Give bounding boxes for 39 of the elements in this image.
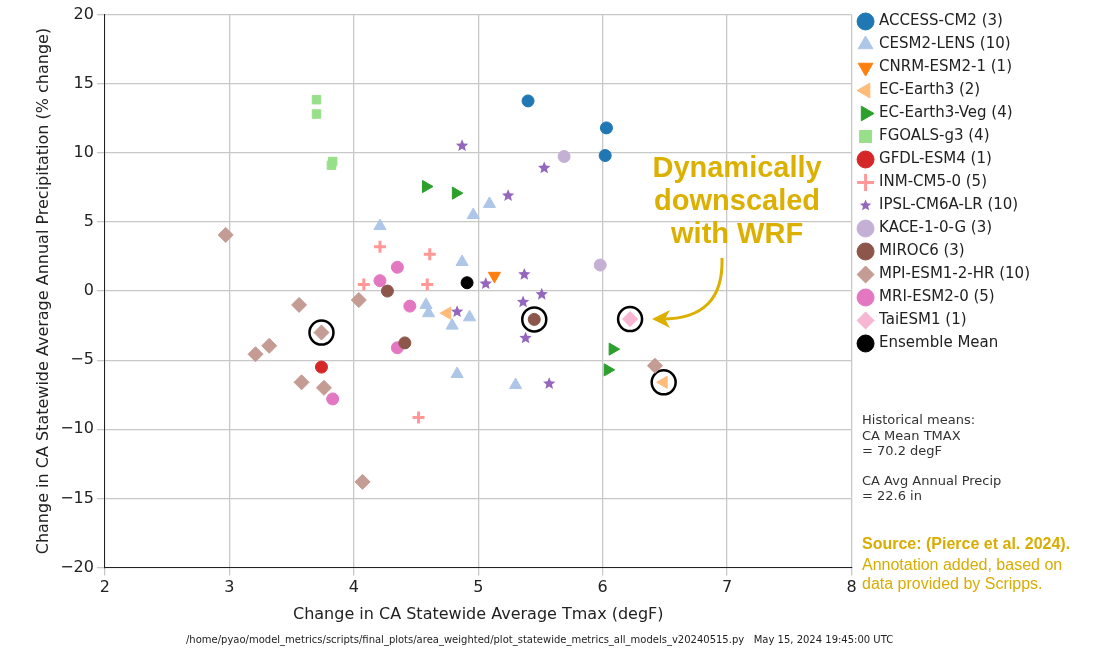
legend-label: ACCESS-CM2 (3) (879, 11, 1003, 30)
legend-label: EC-Earth3 (2) (879, 80, 981, 99)
source-note: Source: (Pierce et al. 2024). (862, 533, 1072, 554)
y-tick-label: 10 (73, 141, 94, 161)
x-tick-label: 3 (224, 577, 235, 597)
text: /home/pyao/model_metrics/scripts/final_plots/area_weighted/plot_statewide_metrics_all_models_v20240515.py May 15, 2024 19:45:00 UTC (186, 634, 894, 645)
x-tick-label: 5 (473, 577, 484, 597)
legend-label: CNRM-ESM2-1 (1) (879, 57, 1012, 76)
x-tick-label: 6 (597, 577, 608, 597)
y-tick-label: 15 (73, 72, 94, 92)
x-tick-label: 8 (846, 577, 857, 597)
x-tick-label: 2 (99, 577, 111, 597)
y-tick-label: −20 (60, 556, 94, 576)
x-tick-label: 4 (348, 577, 359, 597)
legend-label: INM-CM5-0 (5) (879, 172, 987, 191)
y-tick-label: 20 (73, 3, 94, 23)
legend-label: MIROC6 (3) (879, 241, 965, 260)
annotation: Dynamically downscaled with WRF (652, 151, 822, 250)
y-tick-label: 5 (83, 211, 94, 231)
text: Annotation added, based on data provided by Scripps. (862, 555, 1064, 594)
legend-label: GFDL-ESM4 (1) (879, 149, 992, 168)
legend-label: EC-Earth3-Veg (4) (879, 103, 1013, 122)
legend-label: MRI-ESM2-0 (5) (879, 287, 995, 306)
legend-label: Ensemble Mean (879, 333, 999, 352)
y-tick-label: −5 (70, 349, 94, 369)
legend-label: IPSL-CM6A-LR (10) (879, 195, 1019, 214)
y-axis-title: Change in CA Statewide Average Annual Precipitation (% change) (32, 27, 52, 555)
legend-label: TaiESM1 (1) (878, 310, 967, 329)
legend-label: KACE-1-0-G (3) (879, 218, 993, 237)
x-tick-label: 7 (722, 577, 733, 597)
y-tick-label: −10 (60, 418, 94, 438)
x-axis-title: Change in CA Statewide Average Tmax (degF) (292, 603, 664, 623)
text: Historical means: CA Mean TMAX = 70.2 degF (862, 412, 977, 459)
y-tick-label: 0 (83, 280, 94, 300)
legend-label: CESM2-LENS (10) (879, 34, 1011, 53)
y-tick-label: −15 (60, 487, 94, 507)
legend-label: MPI-ESM1-2-HR (10) (879, 264, 1030, 283)
legend-label: FGOALS-g3 (4) (879, 126, 990, 145)
text: CA Avg Annual Precip = 22.6 in (862, 472, 1003, 504)
